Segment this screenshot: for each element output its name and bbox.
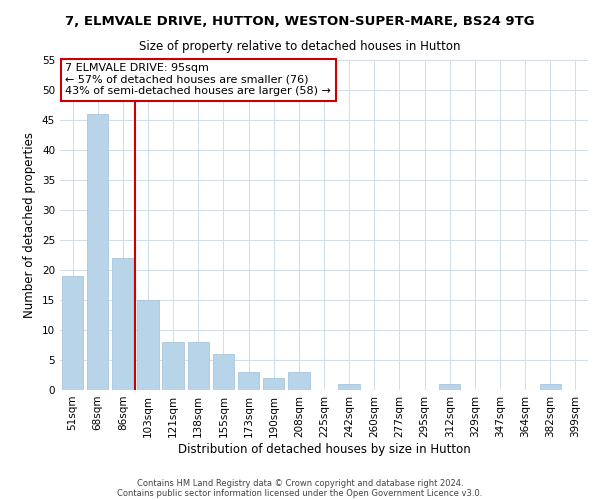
Bar	[62, 276, 83, 390]
Bar	[539, 384, 561, 390]
Bar	[87, 114, 109, 390]
Bar	[213, 354, 234, 390]
Text: Contains HM Land Registry data © Crown copyright and database right 2024.: Contains HM Land Registry data © Crown c…	[137, 478, 463, 488]
Bar	[163, 342, 184, 390]
Bar	[238, 372, 259, 390]
X-axis label: Distribution of detached houses by size in Hutton: Distribution of detached houses by size …	[178, 442, 470, 456]
Bar	[338, 384, 360, 390]
Text: Size of property relative to detached houses in Hutton: Size of property relative to detached ho…	[139, 40, 461, 53]
Bar	[112, 258, 134, 390]
Bar	[188, 342, 209, 390]
Bar	[263, 378, 284, 390]
Text: Contains public sector information licensed under the Open Government Licence v3: Contains public sector information licen…	[118, 488, 482, 498]
Bar	[288, 372, 310, 390]
Bar	[439, 384, 460, 390]
Text: 7 ELMVALE DRIVE: 95sqm
← 57% of detached houses are smaller (76)
43% of semi-det: 7 ELMVALE DRIVE: 95sqm ← 57% of detached…	[65, 64, 331, 96]
Text: 7, ELMVALE DRIVE, HUTTON, WESTON-SUPER-MARE, BS24 9TG: 7, ELMVALE DRIVE, HUTTON, WESTON-SUPER-M…	[65, 15, 535, 28]
Bar	[137, 300, 158, 390]
Y-axis label: Number of detached properties: Number of detached properties	[23, 132, 37, 318]
